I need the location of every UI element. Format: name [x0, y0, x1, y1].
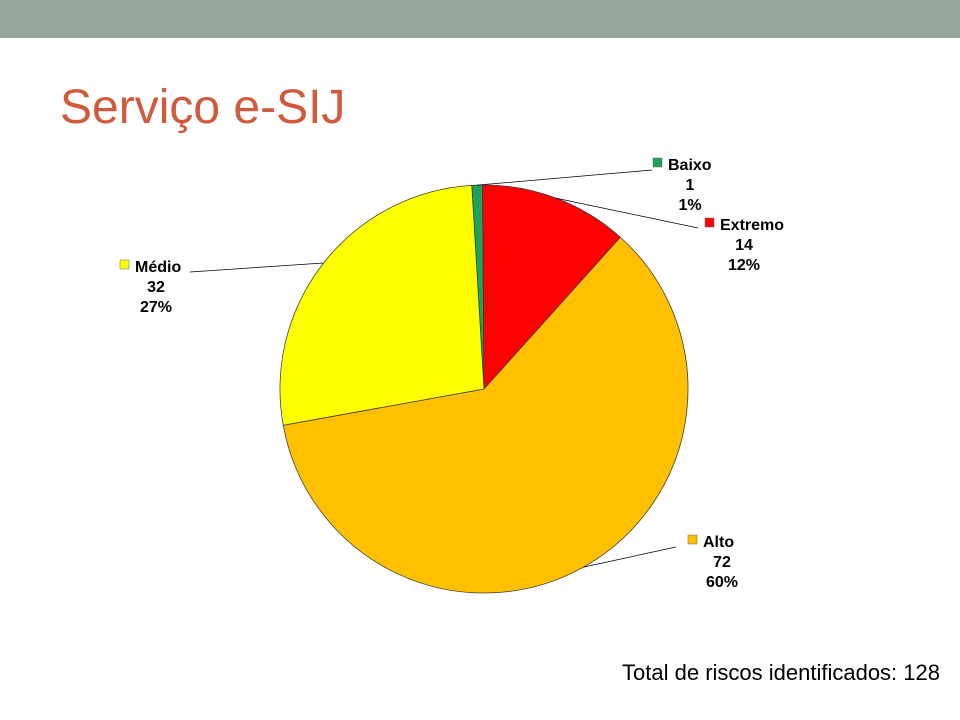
- label-name-medio: Médio: [135, 259, 181, 276]
- label-percent-medio: 27%: [140, 299, 172, 316]
- label-percent-baixo: 1%: [678, 197, 701, 214]
- leader-lines: [189, 169, 699, 568]
- pie-slice-extremo: [482, 184, 621, 390]
- legend-swatch-alto: [687, 534, 698, 545]
- label-name-extremo: Extremo: [720, 217, 784, 234]
- legend-swatch-baixo: [652, 157, 663, 168]
- label-name-alto: Alto: [703, 534, 734, 551]
- legend-swatch-medio: [119, 259, 130, 270]
- label-value-extremo: 14: [735, 237, 753, 254]
- label-percent-extremo: 12%: [728, 257, 760, 274]
- top-banner: [0, 0, 960, 38]
- data-labels: Baixo 1 1% Extremo 14 12% Alto 72 60% Médio 32 27%: [119, 157, 784, 591]
- legend-swatch-extremo: [704, 217, 715, 228]
- leader-line-extremo: [556, 197, 699, 229]
- slide-title: Serviço e-SIJ: [60, 81, 346, 134]
- pie-slices: [279, 184, 689, 594]
- label-percent-alto: 60%: [706, 574, 738, 591]
- leader-line-medio: [189, 262, 324, 273]
- label-value-alto: 72: [713, 554, 731, 571]
- label-value-medio: 32: [147, 279, 165, 296]
- label-value-baixo: 1: [686, 177, 695, 194]
- leader-line-alto: [583, 546, 677, 568]
- total-risks-footer: Total de riscos identificados: 128: [622, 660, 940, 685]
- leader-line-baixo: [477, 169, 653, 186]
- label-name-baixo: Baixo: [668, 157, 712, 174]
- pie-slice-medio: [279, 184, 485, 426]
